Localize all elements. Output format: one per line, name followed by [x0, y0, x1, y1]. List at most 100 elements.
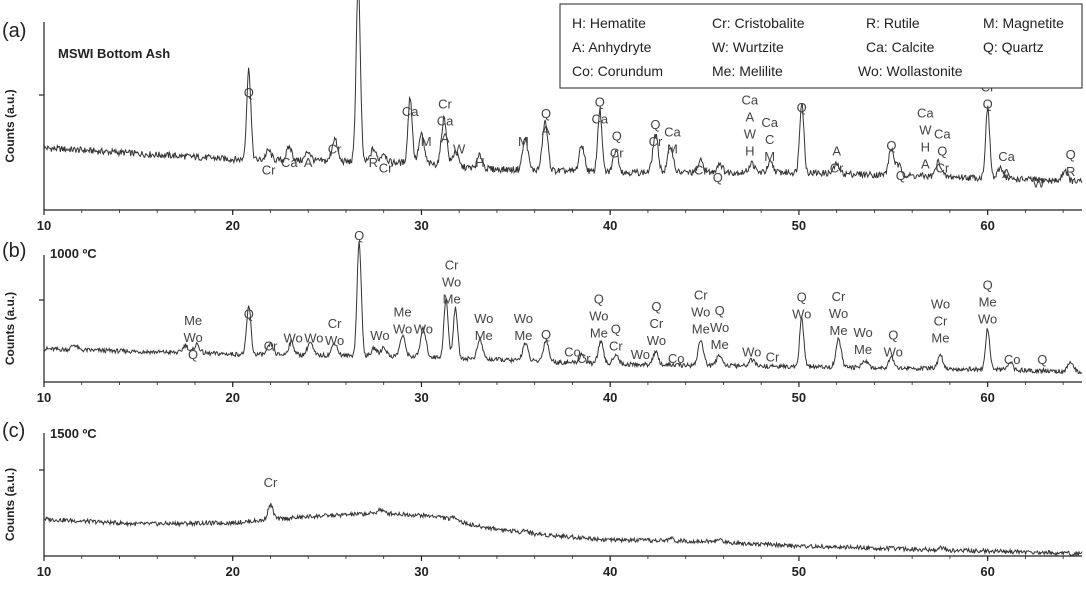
- peak-label: Me: [931, 331, 949, 346]
- peak-label: Cr: [650, 316, 664, 331]
- peak-label: Ca: [591, 112, 608, 127]
- peak-label: W: [744, 126, 757, 141]
- peak-label: M: [421, 134, 432, 149]
- peak-label: Wo: [589, 309, 608, 324]
- x-tick-label: 40: [603, 564, 617, 579]
- peak-label: Wo: [325, 333, 344, 348]
- peak-label: Q: [651, 299, 661, 314]
- peak-label: W: [1032, 175, 1045, 190]
- peak-label: Q: [886, 138, 896, 153]
- peak-label: Ca: [917, 106, 934, 121]
- peak-label: Wo: [393, 322, 412, 337]
- peak-label: A: [304, 155, 313, 170]
- peak-label: Q: [611, 321, 621, 336]
- peak-label: Q: [713, 170, 723, 185]
- peak-label: Cr: [935, 160, 949, 175]
- peak-label: Wo: [442, 274, 461, 289]
- peak-label: Q: [354, 228, 364, 243]
- peak-label: M: [764, 149, 775, 164]
- peak-label: Wo: [884, 345, 903, 360]
- peak-label: Wo: [853, 325, 872, 340]
- xrd-pattern-line: [43, 0, 1083, 185]
- peak-label: Me: [590, 326, 608, 341]
- peak-label: Q: [244, 85, 254, 100]
- peak-label: R: [1066, 164, 1075, 179]
- peak-label: H: [921, 140, 930, 155]
- peak-label: Wo: [283, 331, 302, 346]
- peak-label: Me: [443, 291, 461, 306]
- x-tick-label: 50: [792, 564, 806, 579]
- peak-label: Q: [983, 96, 993, 111]
- peak-label: Q: [612, 128, 622, 143]
- panel-title: 1000 ºC: [50, 246, 97, 261]
- x-tick-label: 30: [414, 564, 428, 579]
- peak-label: Q: [983, 278, 993, 293]
- peak-label: W: [919, 123, 932, 138]
- legend-entry: Ca: Calcite: [866, 39, 935, 55]
- peak-label: Cr: [766, 350, 780, 365]
- panel-title: 1500 ºC: [50, 426, 97, 441]
- legend-entry: W: Wurtzite: [712, 39, 784, 55]
- peak-label: Ca: [437, 113, 454, 128]
- peak-label: Ca: [742, 92, 759, 107]
- peak-label: Q: [797, 100, 807, 115]
- peak-label: Cr: [438, 96, 452, 111]
- peak-label: Me: [692, 322, 710, 337]
- x-tick-label: 40: [603, 390, 617, 405]
- peak-label: Wo: [829, 306, 848, 321]
- x-tick-label: 40: [603, 218, 617, 233]
- legend-box: [559, 3, 1083, 89]
- y-axis-label: Counts (a.u.): [3, 292, 17, 365]
- peak-label: Wo: [631, 347, 650, 362]
- peak-label: Q: [541, 327, 551, 342]
- peak-label: Cr: [445, 257, 459, 272]
- peak-label: Cr: [379, 160, 393, 175]
- legend-entry: Cr: Cristobalite: [712, 15, 805, 31]
- panel-title: MSWI Bottom Ash: [58, 46, 170, 61]
- legend-entry: Me: Melilite: [712, 63, 783, 79]
- peak-label: Wo: [474, 311, 493, 326]
- peak-label: Cr: [649, 134, 663, 149]
- peak-label: C: [765, 132, 774, 147]
- legend-entry: M: Magnetite: [983, 15, 1064, 31]
- peak-label: Co: [1004, 352, 1021, 367]
- peak-label: A: [542, 123, 551, 138]
- x-tick-label: 20: [225, 390, 239, 405]
- peak-label: Wo: [691, 305, 710, 320]
- x-tick-label: 60: [980, 390, 994, 405]
- peak-label: Co: [564, 345, 581, 360]
- peak-label: Ca: [664, 125, 681, 140]
- peak-label: Q: [888, 328, 898, 343]
- xrd-pattern-line: [43, 241, 1083, 375]
- peak-label: Cr: [328, 316, 342, 331]
- peak-label: Cr: [934, 314, 948, 329]
- y-axis-label: Counts (a.u.): [3, 468, 17, 541]
- peak-label: H: [475, 155, 484, 170]
- peak-label: Me: [854, 342, 872, 357]
- x-tick-label: 50: [792, 218, 806, 233]
- peak-label: Wo: [931, 297, 950, 312]
- panel-letter: (b): [2, 240, 26, 262]
- peak-label: A: [441, 130, 450, 145]
- peak-label: Cr: [694, 288, 708, 303]
- panel-letter: (c): [2, 420, 25, 442]
- peak-label: A: [921, 157, 930, 172]
- x-tick-label: 10: [37, 390, 51, 405]
- x-tick-label: 20: [225, 218, 239, 233]
- peak-label: Ca: [281, 155, 298, 170]
- peak-label: H: [745, 143, 754, 158]
- peak-label: Q: [896, 168, 906, 183]
- peak-label: Q: [1066, 147, 1076, 162]
- legend-entry: R: Rutile: [866, 15, 920, 31]
- peak-label: Me: [979, 295, 997, 310]
- peak-label: Cr: [610, 145, 624, 160]
- peak-label: Cr: [328, 142, 342, 157]
- x-tick-label: 10: [37, 564, 51, 579]
- xrd-pattern-line: [43, 503, 1083, 557]
- peak-label: Cr: [830, 160, 844, 175]
- peak-label: Wo: [370, 328, 389, 343]
- peak-label: Ca: [998, 149, 1015, 164]
- peak-label: Ca: [761, 115, 778, 130]
- panel-letter: (a): [2, 20, 26, 42]
